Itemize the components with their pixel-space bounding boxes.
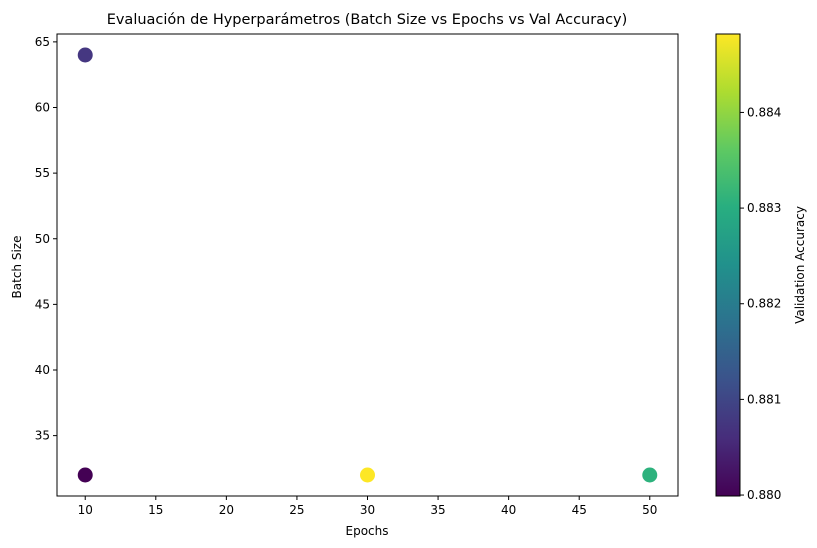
data-point xyxy=(77,467,93,483)
data-point xyxy=(360,467,375,483)
x-axis-label: Epochs xyxy=(346,524,389,538)
x-tick-label: 40 xyxy=(501,503,516,517)
colorbar-tick-label: 0.883 xyxy=(747,201,781,215)
x-tick-label: 30 xyxy=(360,503,375,517)
y-tick-label: 55 xyxy=(35,166,50,180)
x-tick-label: 45 xyxy=(572,503,587,517)
y-tick-label: 40 xyxy=(35,363,50,377)
x-tick-label: 25 xyxy=(289,503,304,517)
colorbar-tick-label: 0.884 xyxy=(747,105,781,119)
colorbar: 0.880 0.881 0.882 0.883 0.884 xyxy=(715,33,781,502)
colorbar-gradient xyxy=(716,34,740,496)
colorbar-tick-label: 0.880 xyxy=(747,488,781,502)
y-axis-label: Batch Size xyxy=(10,236,24,299)
x-tick-label: 35 xyxy=(430,503,445,517)
x-tick-label: 10 xyxy=(78,503,93,517)
plot-area: 10 15 20 25 30 35 40 45 50 35 40 45 50 55 60 65 xyxy=(35,33,679,517)
y-tick-label: 60 xyxy=(35,101,50,115)
colorbar-label: Validation Accuracy xyxy=(793,206,807,324)
data-point xyxy=(77,47,93,63)
colorbar-frame xyxy=(715,33,741,497)
y-tick-label: 35 xyxy=(35,429,50,443)
colorbar-tick-label: 0.882 xyxy=(747,297,781,311)
y-tick-label: 65 xyxy=(35,35,50,49)
x-tick-label: 15 xyxy=(148,503,163,517)
data-point xyxy=(642,467,658,483)
x-tick-label: 50 xyxy=(642,503,657,517)
chart-title: Evaluación de Hyperparámetros (Batch Siz… xyxy=(107,12,628,28)
plot-frame xyxy=(56,33,679,497)
colorbar-tick-label: 0.881 xyxy=(747,392,781,406)
y-tick-label: 45 xyxy=(35,297,50,311)
y-tick-label: 50 xyxy=(35,232,50,246)
x-tick-label: 20 xyxy=(219,503,234,517)
